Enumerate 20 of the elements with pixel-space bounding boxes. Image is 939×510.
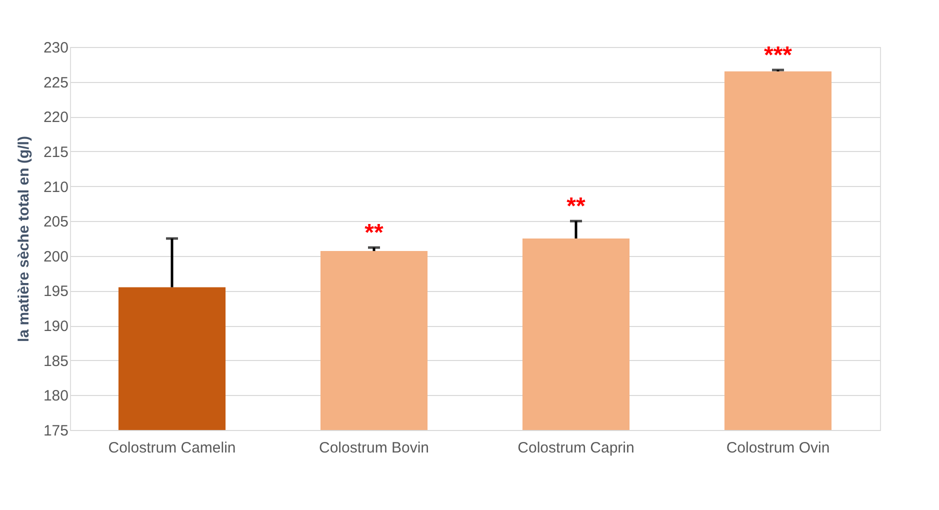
y-tick-label: 195 (43, 283, 68, 300)
x-tick-label: Colostrum Ovin (726, 440, 830, 456)
y-axis-title: la matière sèche total en (g/l) (15, 136, 32, 342)
y-tick-label: 230 (43, 40, 68, 56)
y-tick-label: 190 (43, 318, 68, 336)
y-tick-label: 175 (43, 422, 68, 440)
y-tick-label: 185 (43, 352, 68, 370)
y-tick-label: 215 (43, 144, 68, 161)
y-tick-label: 220 (43, 109, 68, 126)
annotation: ** (566, 193, 586, 220)
x-tick-label: Colostrum Camelin (108, 440, 236, 456)
y-tick-label: 205 (43, 214, 68, 231)
y-tick-label: 180 (43, 388, 68, 405)
annotation: *** (764, 42, 793, 69)
y-tick-label: 200 (43, 248, 68, 266)
y-tick-label: 225 (43, 74, 68, 92)
x-tick-label: Colostrum Bovin (318, 440, 430, 456)
x-tick-label: Colostrum Caprin (518, 440, 634, 456)
annotation: ** (364, 220, 384, 247)
y-tick-label: 210 (43, 178, 68, 196)
